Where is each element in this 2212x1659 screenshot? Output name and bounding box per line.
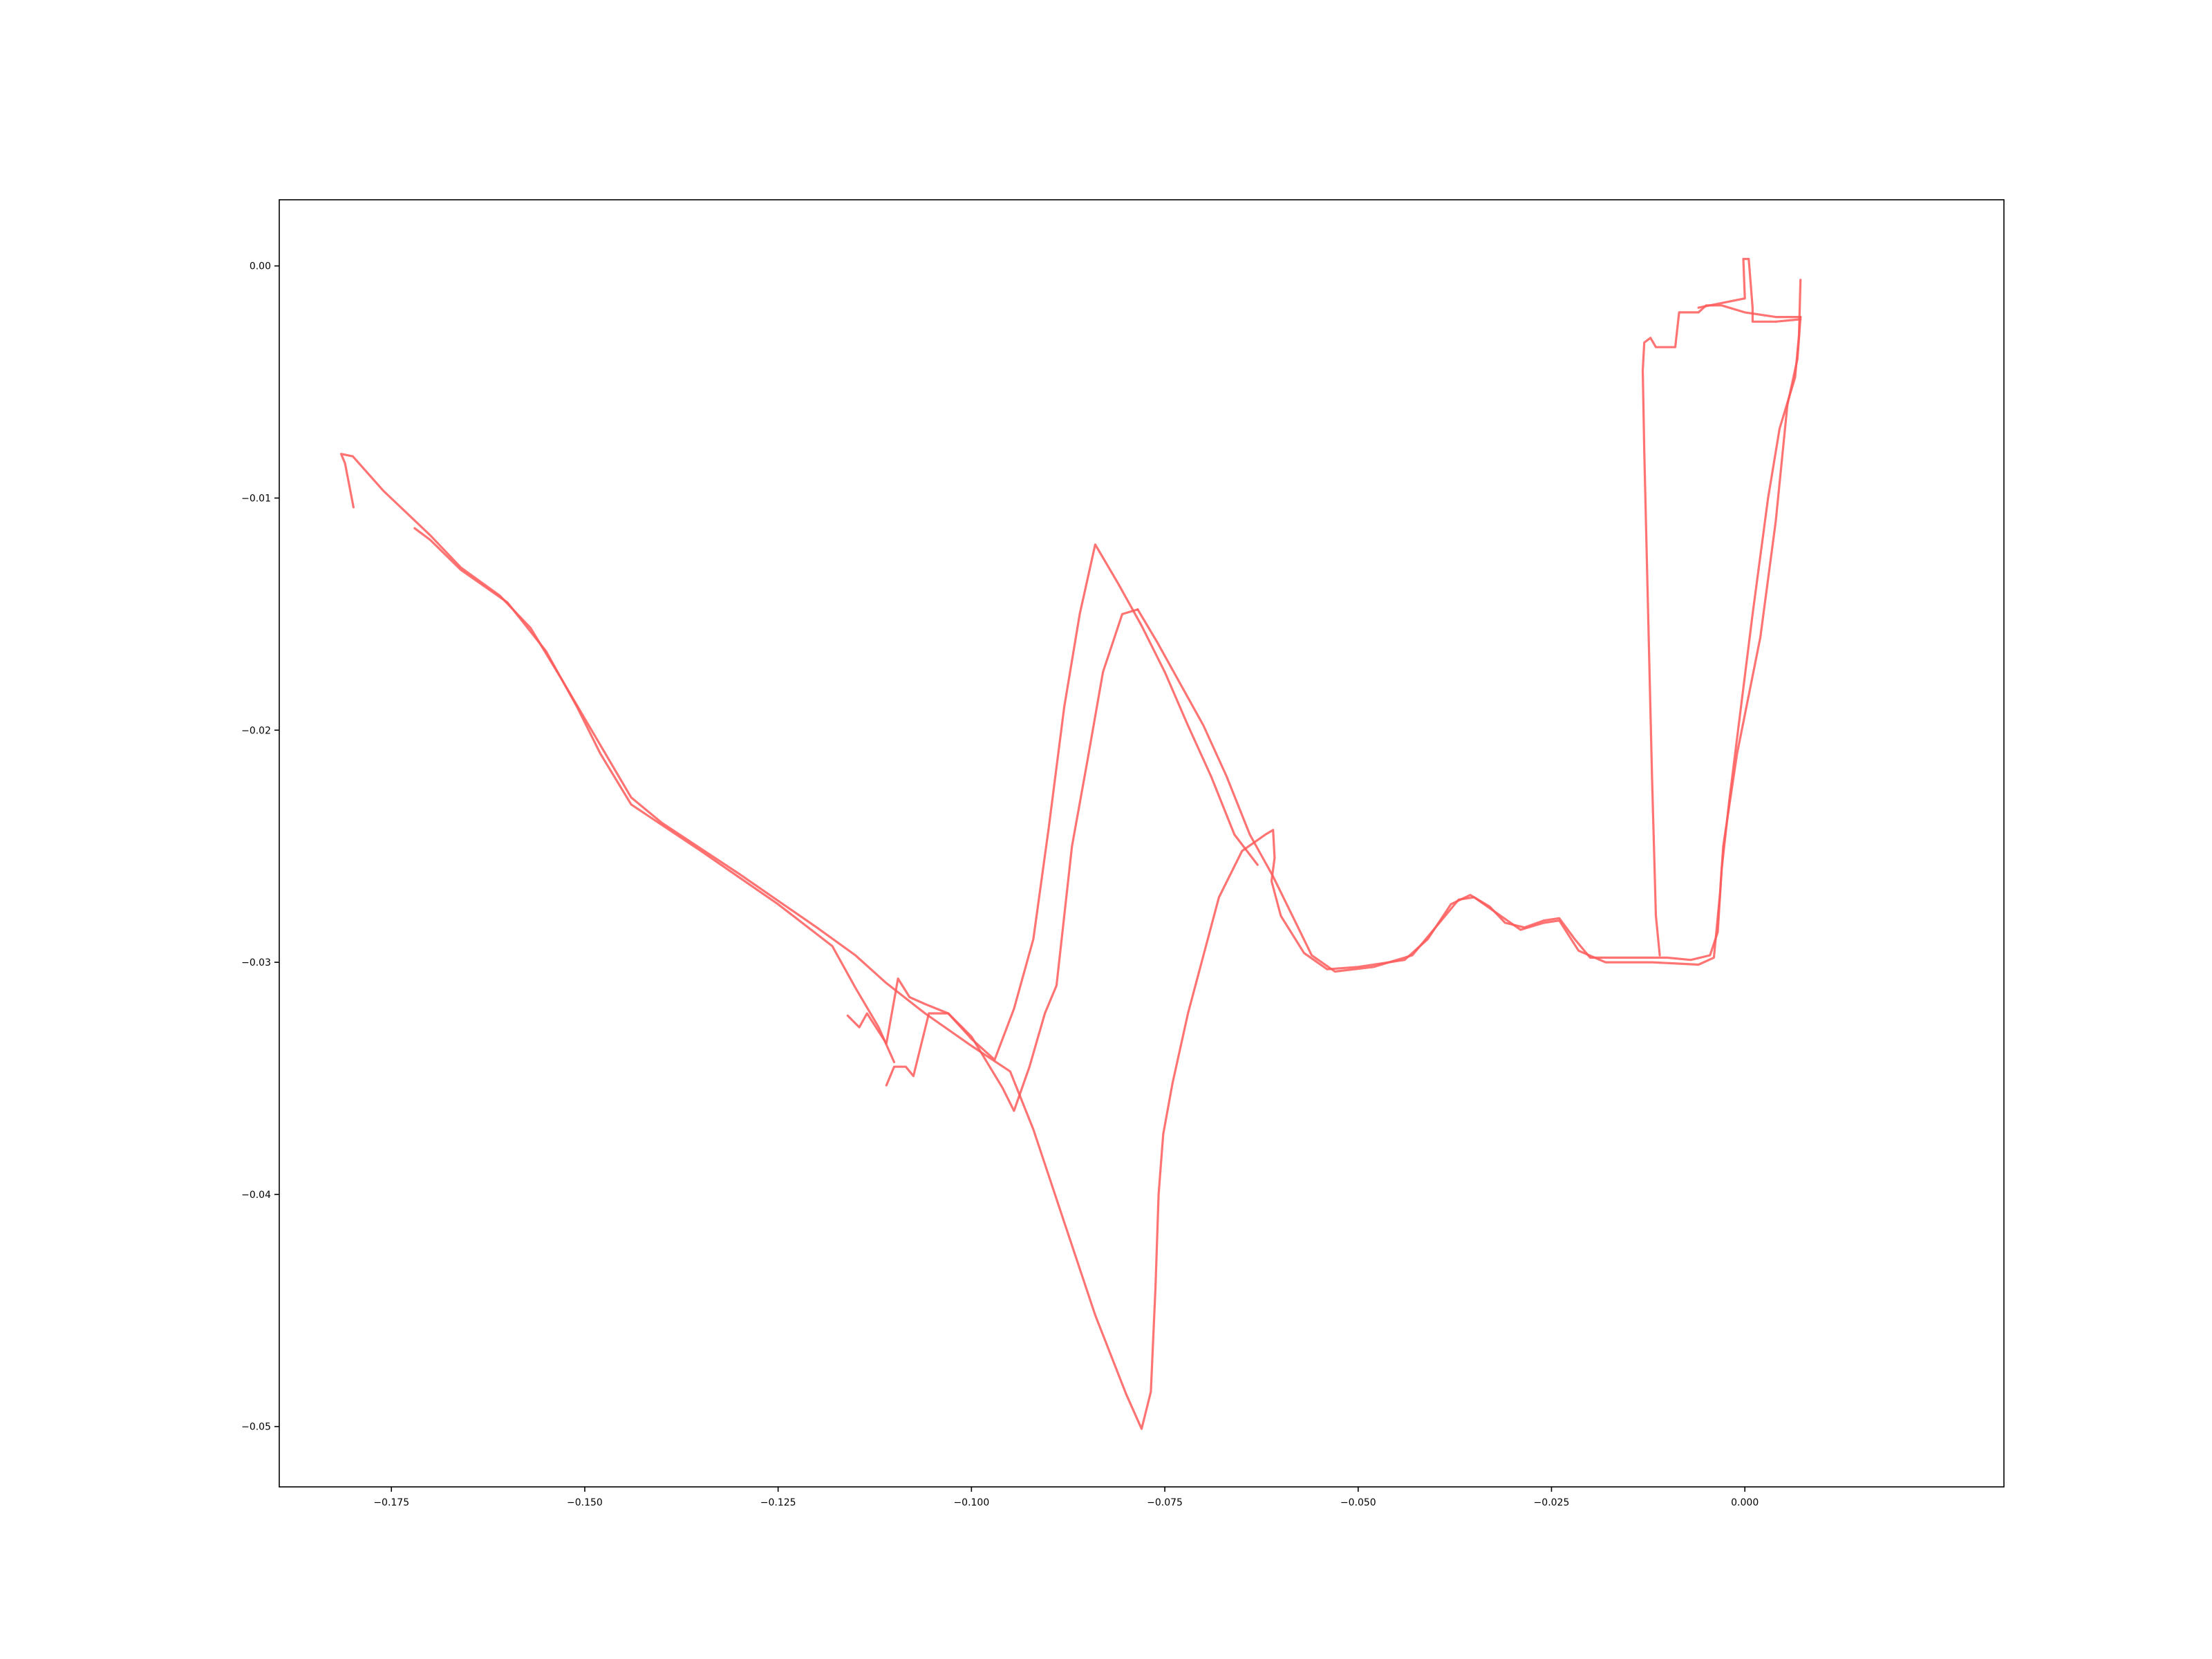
y-tick-label-2: −0.02: [241, 725, 271, 736]
trajectory-line-5: [413, 527, 896, 1064]
y-tick-label-3: −0.03: [241, 957, 271, 968]
y-tick-label-5: −0.05: [241, 1422, 271, 1433]
trajectory-line-6: [1641, 304, 1802, 957]
x-tick-label-0: −0.175: [373, 1497, 409, 1508]
trajectory-line-2: [1136, 316, 1802, 973]
x-tick-label-5: −0.050: [1340, 1497, 1376, 1508]
x-axis: −0.175 −0.150 −0.125 −0.100 −0.075 −0.050 −0.0…: [373, 1487, 1759, 1508]
x-tick-label-2: −0.125: [760, 1497, 796, 1508]
plot-frame: [279, 199, 2005, 1488]
x-tick-label-3: −0.100: [953, 1497, 989, 1508]
x-tick-label-4: −0.075: [1147, 1497, 1183, 1508]
y-tick-label-0: 0.00: [250, 261, 271, 272]
x-tick-label-1: −0.150: [567, 1497, 603, 1508]
trajectory-line-1: [339, 279, 1802, 1430]
y-axis: 0.00 −0.01 −0.02 −0.03 −0.04 −0.05: [241, 261, 279, 1433]
y-tick-label-4: −0.04: [241, 1190, 271, 1201]
x-tick-label-6: −0.025: [1534, 1497, 1570, 1508]
y-tick-label-1: −0.01: [241, 494, 271, 505]
trajectory-line-4: [846, 543, 1259, 1061]
plot-lines: [339, 258, 1802, 1430]
trajectory-line-7: [1697, 258, 1802, 323]
x-tick-label-7: 0.000: [1731, 1497, 1759, 1508]
trajectory-line-3: [885, 608, 1139, 1112]
